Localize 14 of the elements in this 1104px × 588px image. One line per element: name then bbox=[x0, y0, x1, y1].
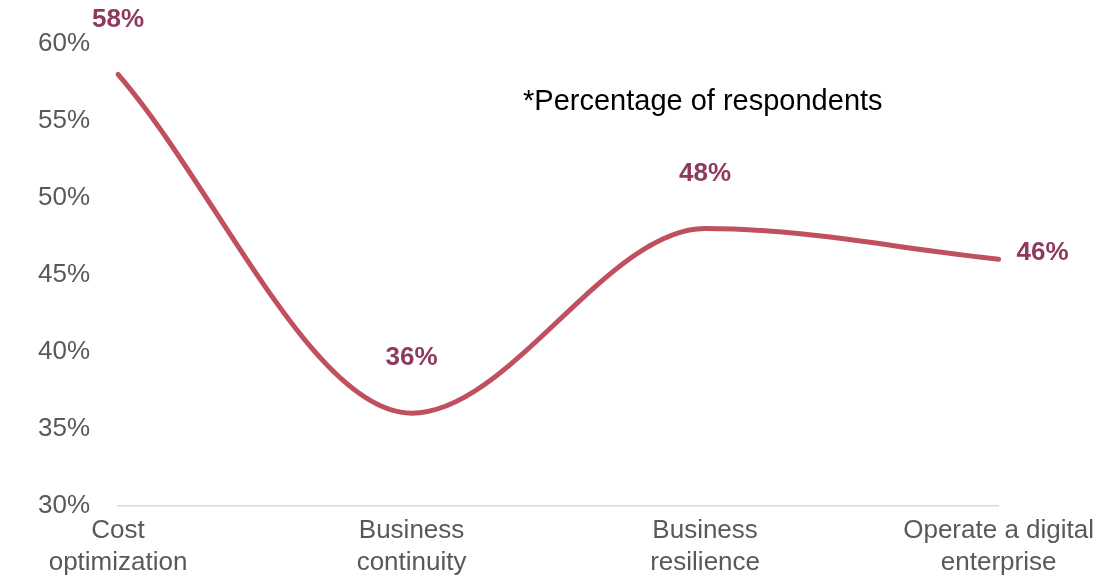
y-tick-label: 45% bbox=[37, 257, 91, 288]
data-label: 36% bbox=[385, 341, 438, 372]
x-tick-label: Business continuity bbox=[356, 514, 467, 576]
y-tick-label: 35% bbox=[37, 411, 91, 442]
annotation: *Percentage of respondents bbox=[523, 83, 883, 116]
y-tick-label: 50% bbox=[37, 180, 91, 211]
data-label: 58% bbox=[92, 2, 145, 33]
data-label: 48% bbox=[679, 156, 732, 187]
data-label: 46% bbox=[1016, 236, 1069, 267]
y-tick-label: 60% bbox=[37, 26, 91, 57]
x-tick-label: Business resilience bbox=[650, 514, 760, 576]
y-tick-label: 55% bbox=[37, 103, 91, 134]
y-tick-label: 40% bbox=[37, 334, 91, 365]
x-tick-label: Operate a digital enterprise bbox=[903, 514, 1095, 576]
